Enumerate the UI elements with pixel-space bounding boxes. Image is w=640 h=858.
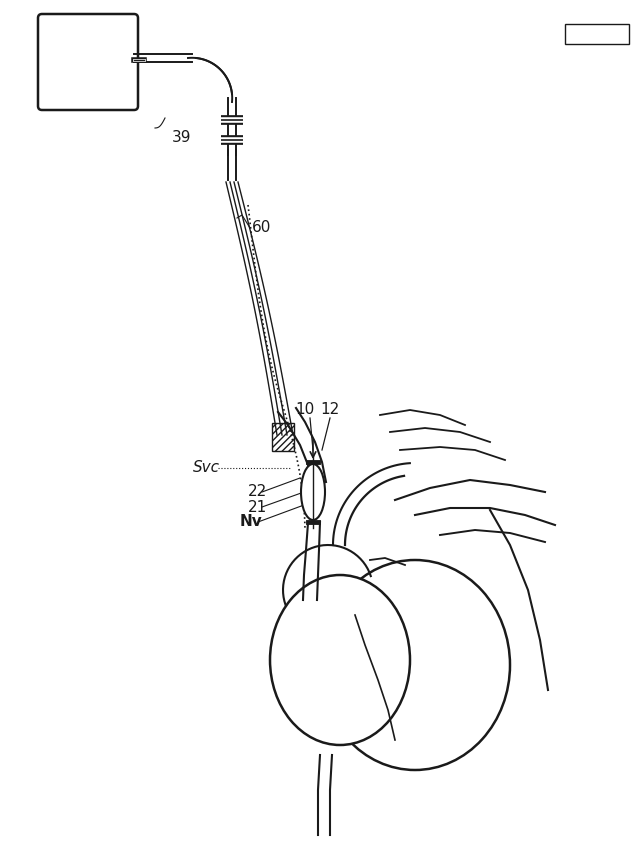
Text: 図6: 図6 [588,27,605,41]
Text: 図6: 図6 [588,25,605,39]
Text: Nv: Nv [240,515,263,529]
Text: 12: 12 [321,402,340,418]
FancyBboxPatch shape [565,24,629,44]
Text: 21: 21 [248,499,268,515]
Text: Svc: Svc [193,461,220,475]
Text: 22: 22 [248,485,268,499]
Text: 39: 39 [172,130,191,144]
Text: 10: 10 [296,402,315,418]
Ellipse shape [301,464,325,520]
Ellipse shape [270,575,410,745]
Ellipse shape [320,560,510,770]
FancyBboxPatch shape [38,14,138,110]
Bar [272,423,294,451]
Text: 60: 60 [252,221,271,235]
